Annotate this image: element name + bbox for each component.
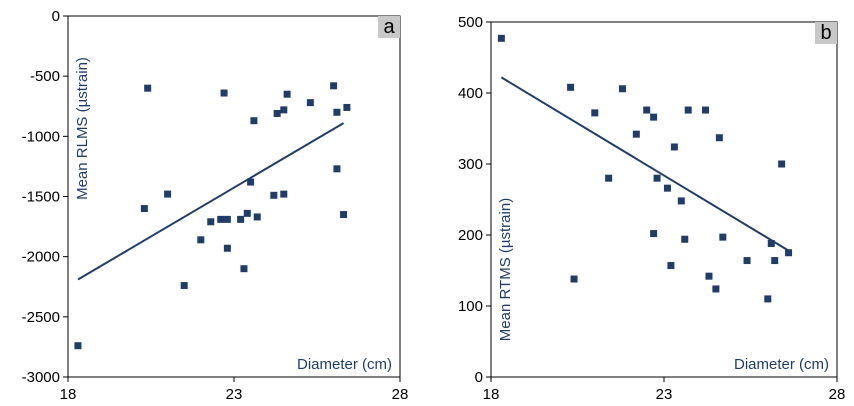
- data-point: [140, 205, 148, 213]
- data-point: [240, 265, 248, 273]
- data-point: [712, 285, 720, 293]
- data-point: [343, 103, 351, 111]
- x-tick-label: 18: [483, 386, 500, 403]
- data-point: [144, 84, 152, 92]
- data-point: [74, 342, 82, 350]
- data-point: [253, 213, 261, 221]
- y-tick-label: 200: [458, 227, 483, 244]
- y-tick-label: -3000: [22, 369, 60, 386]
- x-axis-label: Diameter (cm): [297, 356, 392, 373]
- data-point: [743, 257, 751, 265]
- data-point: [270, 191, 278, 199]
- y-tick-label: -2500: [22, 309, 60, 326]
- y-tick-label: -1000: [22, 128, 60, 145]
- plot-frame: [67, 15, 401, 378]
- data-point: [280, 190, 288, 198]
- y-tick-label: 500: [458, 14, 483, 31]
- data-point: [764, 295, 772, 303]
- data-point: [217, 215, 225, 223]
- data-point: [223, 215, 231, 223]
- plot-frame: [490, 21, 838, 378]
- panel-tag-background: [378, 16, 400, 38]
- data-point: [280, 106, 288, 114]
- y-tick-label: 300: [458, 156, 483, 173]
- data-point: [250, 117, 258, 125]
- x-tick-label: 23: [656, 386, 673, 403]
- data-point: [333, 108, 341, 116]
- data-point: [237, 215, 245, 223]
- data-point: [220, 89, 228, 97]
- y-tick-label: -1500: [22, 189, 60, 206]
- data-point: [650, 113, 658, 121]
- data-point: [273, 109, 281, 117]
- data-point: [719, 233, 727, 241]
- data-point: [497, 34, 505, 42]
- y-tick-label: 0: [475, 369, 483, 386]
- data-point: [207, 218, 215, 226]
- data-point: [306, 99, 314, 107]
- data-point: [667, 262, 675, 270]
- panel-tag-label: a: [383, 16, 395, 38]
- data-point: [663, 184, 671, 192]
- data-point: [771, 257, 779, 265]
- data-point: [618, 85, 626, 93]
- y-axis-label: Mean RLMS (µstrain): [74, 57, 91, 200]
- data-point: [785, 249, 793, 257]
- data-point: [333, 165, 341, 173]
- y-tick-label: 100: [458, 298, 483, 315]
- x-axis-label: Diameter (cm): [734, 356, 829, 373]
- x-tick-label: 18: [60, 386, 77, 403]
- data-point: [653, 174, 661, 182]
- data-point: [197, 236, 205, 244]
- data-point: [670, 143, 678, 151]
- data-point: [570, 275, 578, 283]
- data-point: [684, 106, 692, 114]
- data-point: [283, 90, 291, 98]
- data-point: [681, 235, 689, 243]
- y-tick-label: 400: [458, 85, 483, 102]
- data-point: [247, 178, 255, 186]
- data-point: [605, 174, 613, 182]
- data-point: [650, 230, 658, 238]
- x-tick-label: 28: [392, 386, 409, 403]
- data-point: [164, 190, 172, 198]
- data-point: [677, 197, 685, 205]
- data-point: [767, 240, 775, 248]
- data-point: [340, 211, 348, 219]
- panel-tag-label: b: [820, 22, 831, 44]
- trend-line: [500, 76, 790, 252]
- data-point: [223, 244, 231, 252]
- data-point: [243, 209, 251, 217]
- data-point: [778, 160, 786, 168]
- data-point: [702, 106, 710, 114]
- y-tick-label: 0: [52, 8, 60, 25]
- data-point: [567, 83, 575, 91]
- data-point: [180, 282, 188, 290]
- data-point: [705, 272, 713, 280]
- x-tick-label: 28: [829, 386, 846, 403]
- panel-tag-background: [815, 22, 837, 44]
- data-point: [591, 109, 599, 117]
- y-tick-label: -500: [30, 68, 60, 85]
- data-point: [632, 130, 640, 138]
- y-tick-label: -2000: [22, 249, 60, 266]
- panel-b: 500 400 300 200 100 018 23 28 Mean RTMS (µstrain…: [458, 14, 845, 403]
- trend-line: [77, 122, 345, 281]
- x-tick-label: 23: [226, 386, 243, 403]
- data-point: [643, 106, 651, 114]
- data-point: [715, 134, 723, 142]
- y-axis-label: Mean RTMS (µstrain): [497, 198, 514, 341]
- data-point: [330, 82, 338, 90]
